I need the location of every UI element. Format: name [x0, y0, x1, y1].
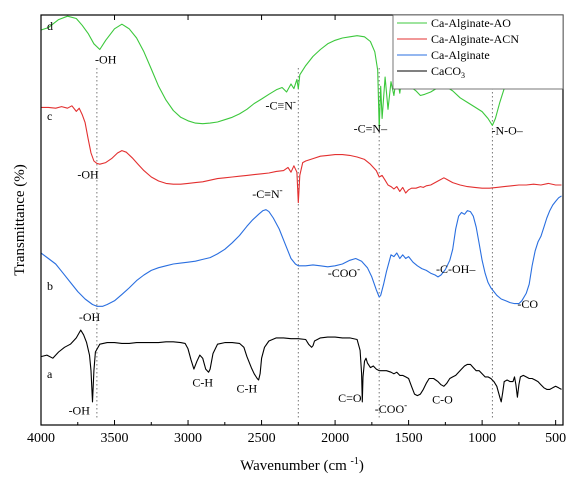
- x-tick-label-1500: 1500: [395, 431, 423, 446]
- x-tick-label-2500: 2500: [248, 431, 276, 446]
- series-line-a: [40, 329, 562, 403]
- x-axis-ticks: 4000 3500 3000 2500 2000 1500 1000 500: [27, 15, 566, 446]
- x-tick-label-500: 500: [545, 431, 566, 446]
- annotation-6: -OH: [79, 310, 101, 324]
- legend: Ca-Alginate-AO Ca-Alginate-ACN Ca-Alginate…: [392, 14, 564, 90]
- vertical-guide-lines: [96, 68, 493, 418]
- legend-label-c: Ca-Alginate-ACN: [431, 32, 519, 46]
- plot-frame: [40, 14, 564, 426]
- legend-box: [392, 14, 564, 90]
- series-line-d: [40, 15, 562, 129]
- x-tick-label-3000: 3000: [174, 431, 202, 446]
- legend-label-d: Ca-Alginate-AO: [431, 16, 511, 30]
- annotation-5: -C≡N-: [252, 185, 282, 201]
- series-letter-d: d: [47, 19, 53, 33]
- series-letter-b: b: [47, 279, 53, 293]
- annotation-3: -N-O–: [491, 124, 523, 138]
- spectra-layer: [40, 15, 562, 403]
- x-tick-label-4000: 4000: [27, 431, 55, 446]
- annotation-9: -CO: [517, 297, 538, 311]
- series-letters: d c b a: [47, 19, 53, 381]
- annotation-1: -C≡N-: [265, 96, 295, 112]
- annotation-8: -C-OH–: [436, 262, 476, 276]
- legend-label-a: CaCO3: [431, 64, 465, 80]
- annotation-4: -OH: [77, 168, 99, 182]
- annotation-11: C-H: [192, 375, 213, 389]
- legend-label-b: Ca-Alginate: [431, 48, 490, 62]
- x-tick-label-3500: 3500: [101, 431, 129, 446]
- annotation-10: -OH: [69, 403, 91, 417]
- annotation-0: -OH: [95, 52, 117, 66]
- series-line-b: [40, 195, 562, 307]
- annotation-2: -C=N–: [354, 121, 388, 135]
- annotation-15: C-O: [432, 392, 453, 406]
- x-tick-label-2000: 2000: [321, 431, 349, 446]
- annotation-7: -COO-: [328, 264, 360, 280]
- series-line-c: [41, 105, 562, 204]
- annotation-14: -COO-: [375, 400, 407, 416]
- annotation-12: C-H: [237, 382, 258, 396]
- y-axis-label: Transmittance (%): [12, 164, 28, 276]
- series-letter-a: a: [47, 367, 53, 381]
- annotation-13: C=O: [338, 391, 362, 405]
- x-axis-label: Wavenumber (cm -1): [240, 456, 364, 474]
- peak-annotations: -OH -C≡N- -C=N– -N-O– -OH -C≡N- -OH -COO- -C-OH–…: [69, 52, 539, 417]
- x-tick-label-1000: 1000: [468, 431, 496, 446]
- series-letter-c: c: [47, 109, 52, 123]
